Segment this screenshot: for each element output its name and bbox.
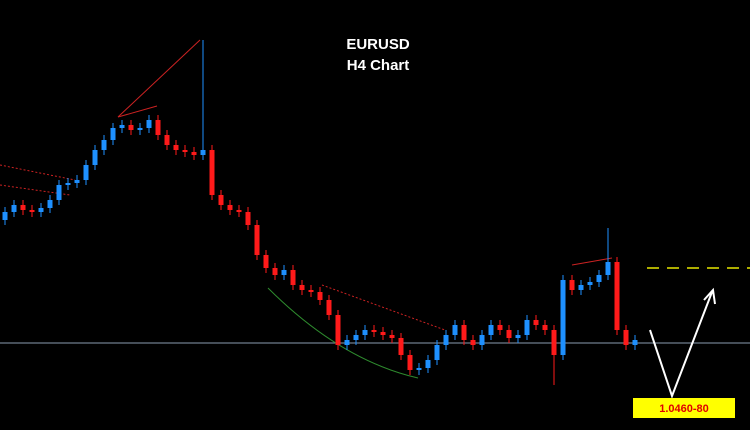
trend-line: [117, 105, 158, 118]
candle-body: [164, 135, 170, 145]
candle-body: [587, 282, 593, 285]
candle-body: [29, 210, 35, 212]
candle-body: [434, 345, 440, 360]
candle-body: [452, 325, 458, 335]
candle-body: [290, 270, 296, 285]
candle-body: [488, 325, 494, 335]
candle-body: [344, 340, 350, 345]
candle-body: [2, 212, 8, 220]
candle-body: [11, 205, 17, 212]
trend-line: [267, 287, 419, 379]
target-label: 1.0460-80: [659, 403, 709, 415]
candle-body: [281, 270, 287, 275]
candle-body: [623, 330, 629, 345]
candle-body: [308, 290, 314, 292]
candle-body: [551, 330, 557, 355]
candle-body: [299, 285, 305, 290]
candle-body: [83, 165, 89, 180]
candle-body: [254, 225, 260, 255]
trend-line: [571, 257, 613, 266]
candle-body: [362, 330, 368, 335]
candle-body: [137, 128, 143, 130]
candle-body: [407, 355, 413, 370]
candle-body: [20, 205, 26, 210]
candle-body: [128, 125, 134, 130]
trend-line: [321, 284, 446, 331]
candle-body: [389, 335, 395, 338]
candle-body: [263, 255, 269, 268]
candle-body: [515, 335, 521, 338]
candle-body: [578, 285, 584, 290]
candle-body: [218, 195, 224, 205]
candle-body: [101, 140, 107, 150]
candle-body: [38, 208, 44, 212]
candle-body: [191, 152, 197, 155]
candle-body: [533, 320, 539, 325]
chart-subtitle: H4 Chart: [347, 57, 410, 74]
candle-body: [632, 340, 638, 345]
candle-body: [209, 150, 215, 195]
candle-body: [614, 262, 620, 330]
candle-body: [425, 360, 431, 368]
candle-body: [74, 180, 80, 183]
candle-body: [146, 120, 152, 128]
candle-body: [119, 125, 125, 128]
candle-body: [605, 262, 611, 275]
candle-body: [443, 335, 449, 345]
candle-body: [65, 183, 71, 185]
candle-body: [155, 120, 161, 135]
candle-body: [227, 205, 233, 210]
candle-body: [47, 200, 53, 208]
candle-body: [416, 368, 422, 370]
target-label-box: [633, 398, 735, 418]
candle-body: [479, 335, 485, 345]
candle-body: [380, 332, 386, 335]
candle-body: [461, 325, 467, 340]
candle-body: [56, 185, 62, 200]
candle-body: [92, 150, 98, 165]
candle-body: [317, 292, 323, 300]
candle-body: [497, 325, 503, 330]
candle-body: [353, 335, 359, 340]
candle-body: [326, 300, 332, 315]
candle-body: [182, 150, 188, 152]
candle-body: [371, 330, 377, 332]
trend-line: [0, 164, 76, 181]
forecast-arrow: [649, 287, 716, 399]
candle-body: [542, 325, 548, 330]
trend-lines: [0, 39, 613, 379]
candle-body: [470, 340, 476, 345]
candle-body: [200, 150, 206, 155]
candle-body: [110, 128, 116, 140]
candle-body: [524, 320, 530, 335]
candle-body: [272, 268, 278, 275]
candle-body: [569, 280, 575, 290]
candle-body: [245, 212, 251, 225]
candle-body: [596, 275, 602, 282]
candle-body: [506, 330, 512, 338]
candle-body: [173, 145, 179, 150]
candles: [2, 40, 638, 385]
candle-body: [335, 315, 341, 345]
candle-body: [236, 210, 242, 212]
trend-line: [117, 39, 201, 118]
chart-title: EURUSD: [346, 36, 410, 53]
candle-body: [560, 280, 566, 355]
candle-body: [398, 338, 404, 355]
